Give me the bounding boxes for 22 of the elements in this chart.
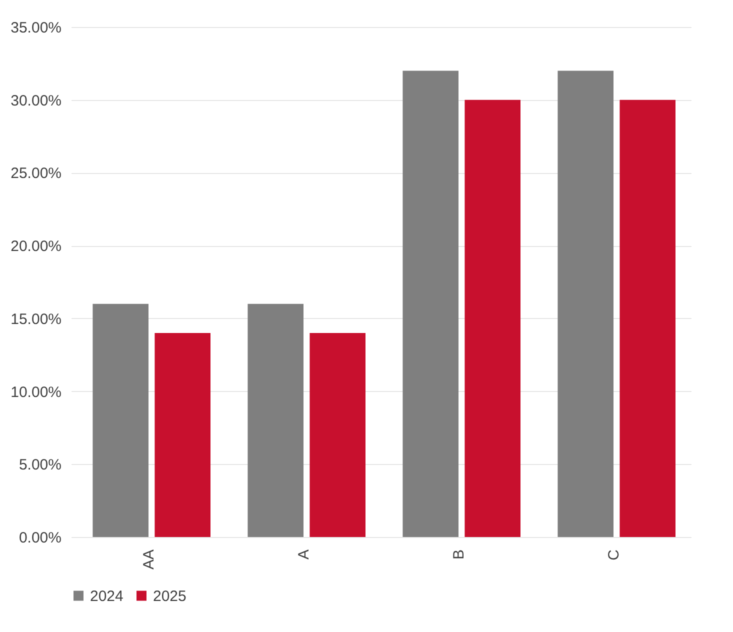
y-tick-label: 35.00% — [10, 20, 62, 36]
bar — [154, 333, 210, 537]
y-tick-label: 15.00% — [10, 310, 62, 328]
legend-label: 2024 — [90, 588, 124, 605]
bar — [310, 333, 366, 537]
y-tick-label: 30.00% — [10, 92, 62, 110]
legend-label: 2025 — [153, 588, 186, 605]
bar — [620, 100, 676, 537]
x-tick-label: C — [606, 549, 622, 560]
y-tick-label: 0.00% — [18, 530, 62, 546]
bar — [402, 70, 458, 537]
x-tick-label: AA — [140, 550, 158, 570]
y-tick-label: 5.00% — [18, 456, 62, 474]
y-tick-label: 25.00% — [10, 165, 62, 182]
bar — [558, 70, 614, 537]
bar — [92, 304, 148, 537]
bar — [464, 100, 520, 537]
x-tick-label: A — [296, 550, 312, 560]
y-tick-label: 20.00% — [10, 238, 62, 256]
bar — [248, 304, 304, 537]
x-tick-label: B — [450, 550, 468, 560]
y-tick-label: 10.00% — [10, 384, 62, 401]
